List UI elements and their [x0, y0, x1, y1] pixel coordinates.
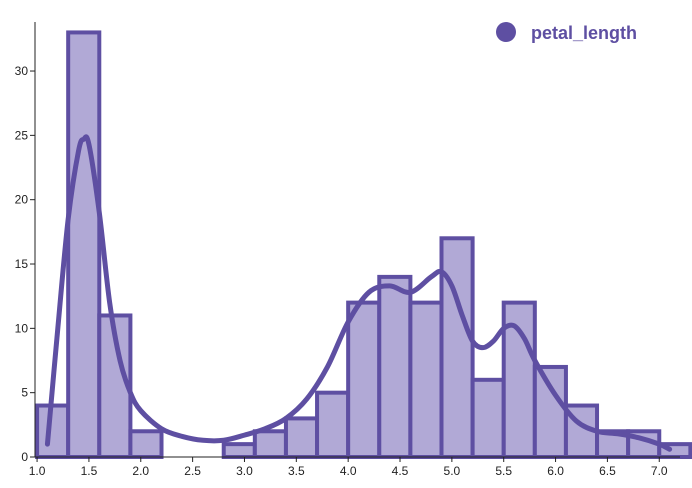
- legend: petal_length: [496, 22, 637, 43]
- y-tick-label: 5: [21, 386, 28, 400]
- axes-layer: 0 5 10 15 20 25 30 1.0 1.5 2.0 2.5 3.0 3.5 4.0 4.5 5.0 5…: [15, 22, 680, 478]
- histogram-bar: [66, 30, 102, 460]
- legend-label: petal_length: [531, 23, 637, 43]
- y-tick-label: 25: [15, 128, 29, 142]
- y-tick-label: 20: [15, 193, 29, 207]
- histogram-bar: [377, 274, 413, 459]
- histogram-bar: [221, 442, 257, 460]
- bars-layer: [35, 30, 692, 460]
- histogram-bar: [532, 364, 568, 460]
- x-tick-label: 5.5: [495, 464, 512, 478]
- histogram-bar: [283, 416, 320, 459]
- x-tick-label: 1.0: [29, 464, 46, 478]
- histogram-bar: [470, 377, 506, 459]
- legend-marker-icon: [496, 22, 516, 42]
- y-tick-label: 10: [15, 321, 29, 335]
- histogram-bar: [346, 300, 382, 459]
- y-tick-label: 15: [15, 257, 29, 271]
- density-curve: [44, 134, 673, 452]
- x-tick-label: 5.0: [444, 464, 461, 478]
- histogram-bar: [439, 236, 475, 459]
- x-tick-label: 3.0: [236, 464, 253, 478]
- x-tick-label: 6.0: [547, 464, 564, 478]
- x-tick-label: 7.0: [651, 464, 668, 478]
- histogram-bar: [128, 429, 164, 459]
- x-tick-label: 4.0: [340, 464, 357, 478]
- x-tick-label: 4.5: [392, 464, 409, 478]
- x-tick-label: 1.5: [81, 464, 98, 478]
- x-tick-label: 6.5: [599, 464, 616, 478]
- histogram-bar: [315, 390, 351, 459]
- x-tick-label: 3.5: [288, 464, 305, 478]
- y-tick-label: 0: [21, 450, 28, 464]
- histogram-bar: [408, 300, 444, 459]
- y-tick-label: 30: [15, 64, 29, 78]
- x-tick-label: 2.0: [132, 464, 149, 478]
- density-curve-layer: [44, 134, 673, 452]
- x-tick-label: 2.5: [184, 464, 201, 478]
- histogram-bar: [252, 429, 288, 459]
